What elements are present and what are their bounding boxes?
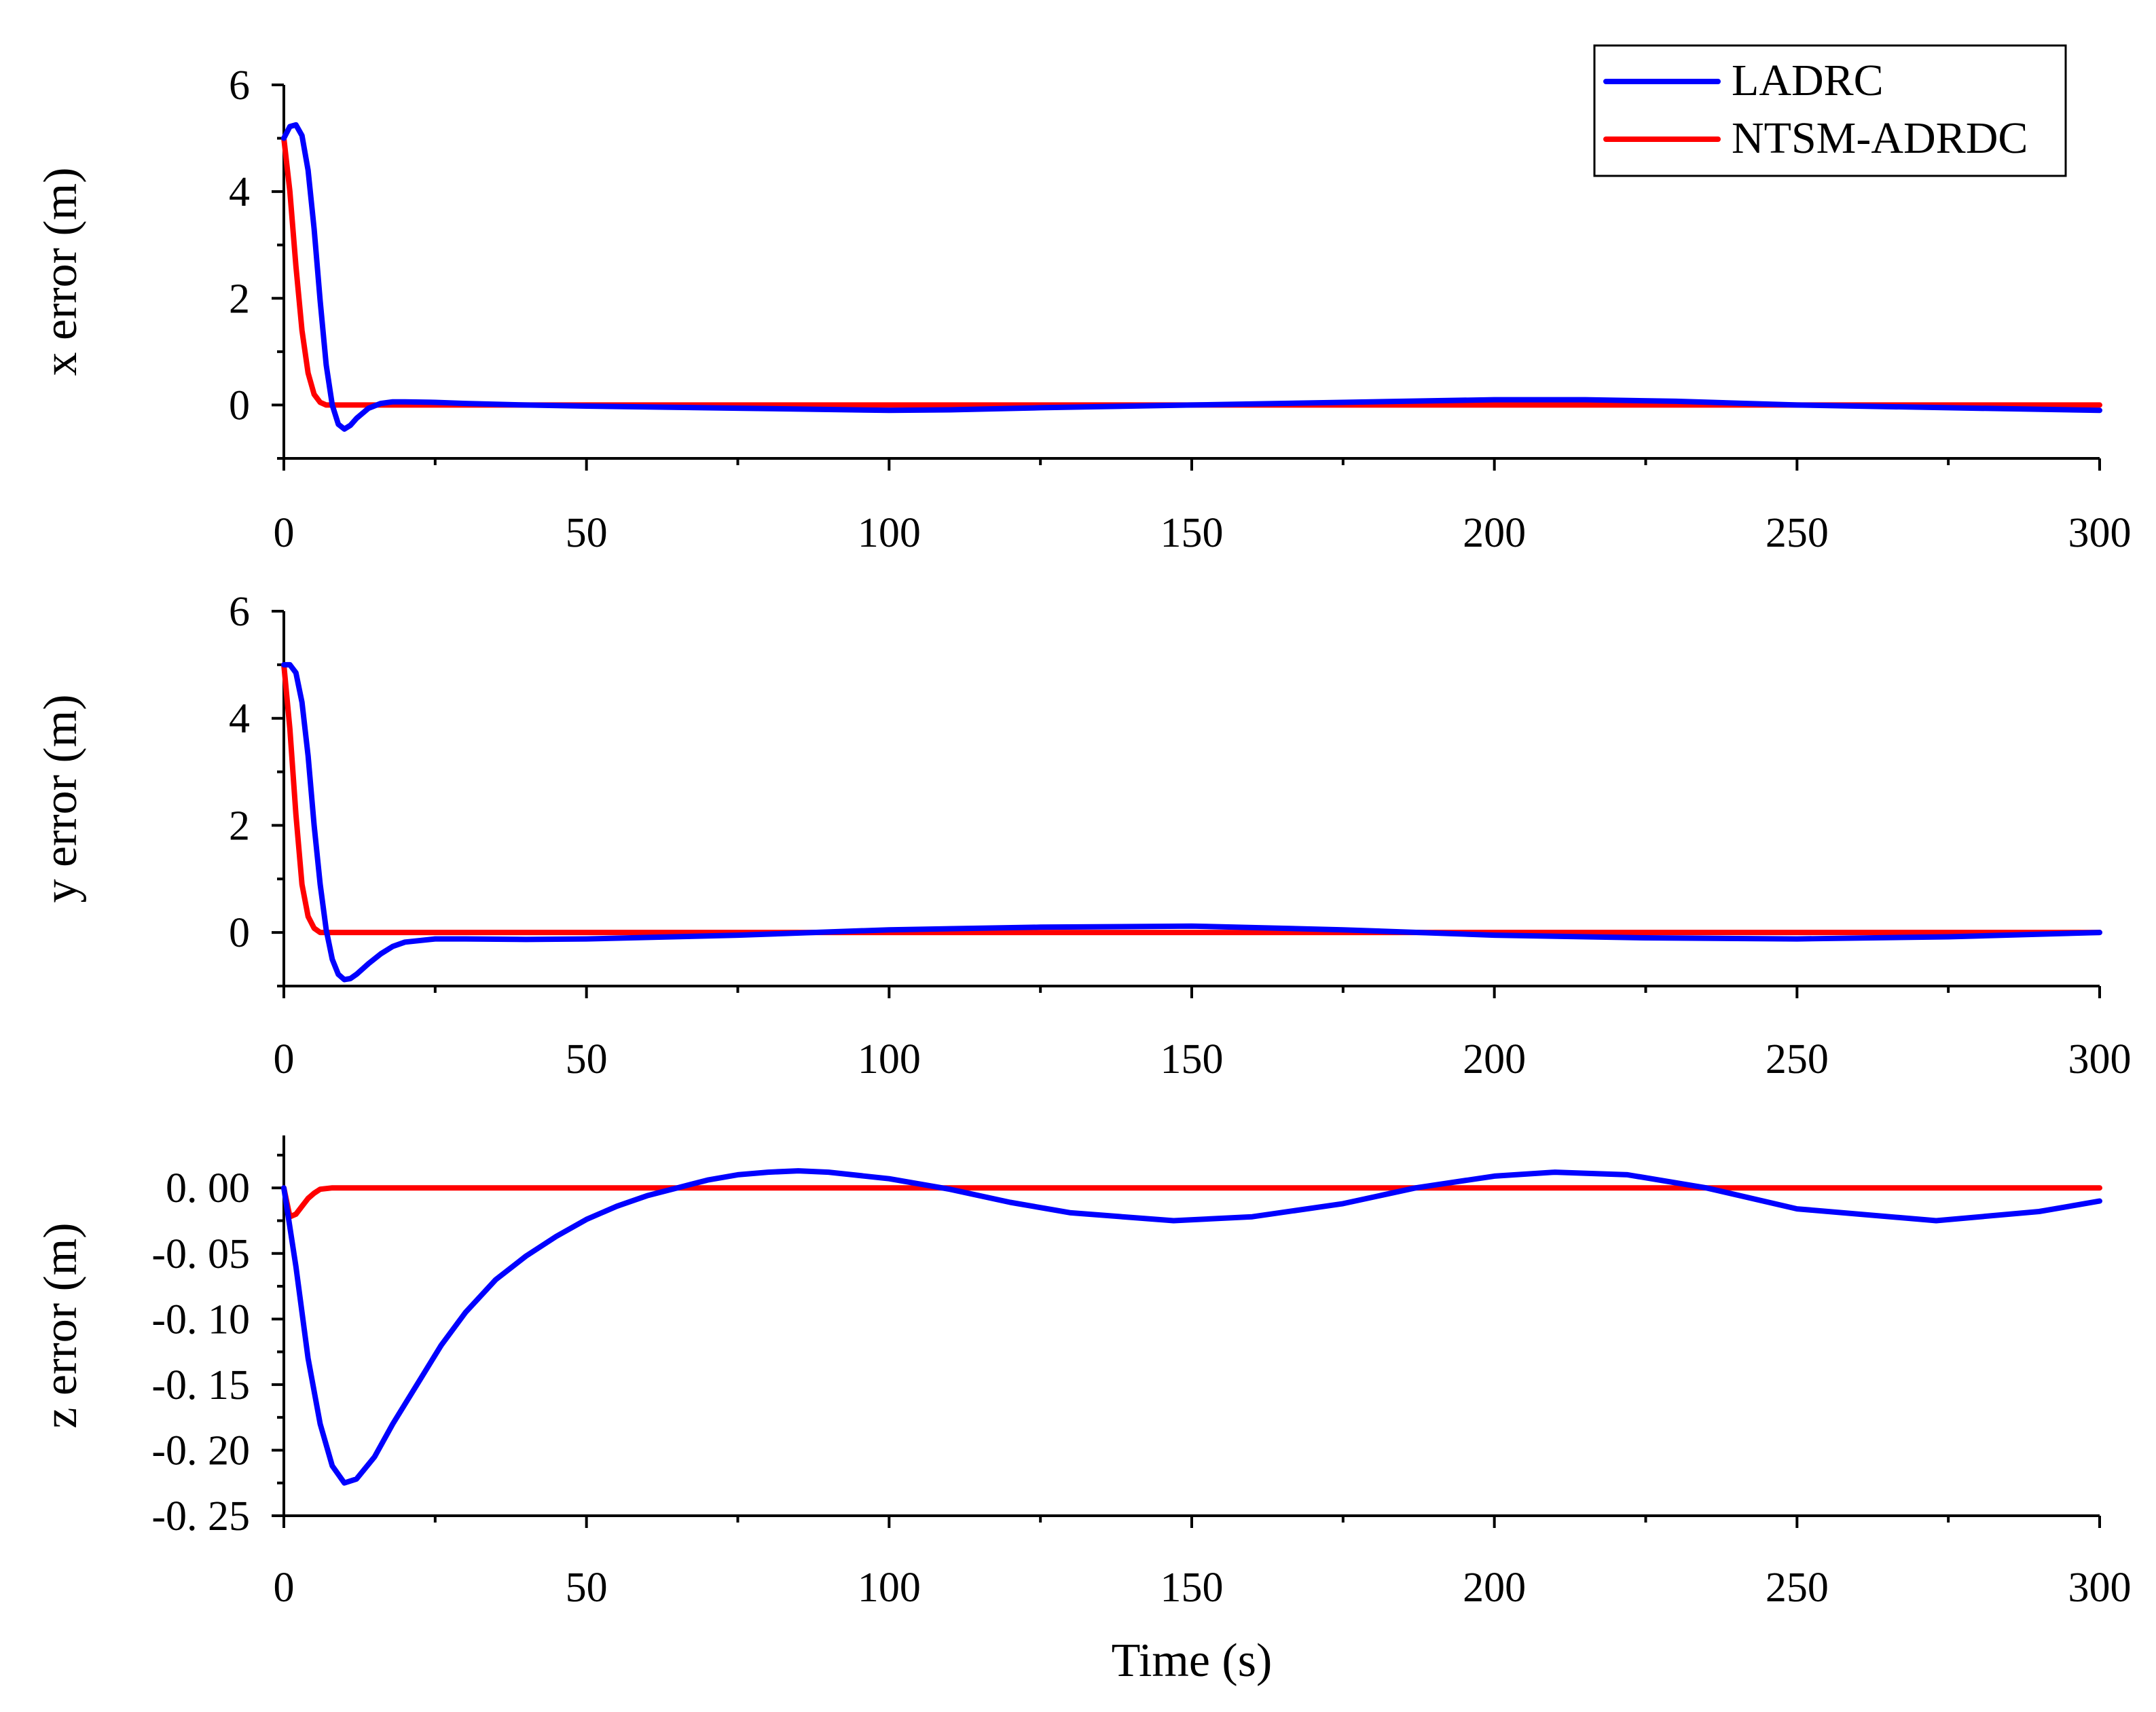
x-tick-label: 300 (2068, 1036, 2132, 1082)
x-tick-label: 200 (1463, 1565, 1526, 1611)
x-tick-label: 300 (2068, 1565, 2132, 1611)
y-tick-label: 6 (229, 62, 250, 109)
subplot-x: 0 50 100 150 200 250 300 0 2 4 6 x error (m) (35, 62, 2132, 556)
y-tick-label: -0. 25 (151, 1493, 250, 1540)
x-tick-label: 100 (858, 1036, 921, 1082)
x-tick-label: 50 (566, 1565, 608, 1611)
x-tick-label: 150 (1161, 1036, 1224, 1082)
x-tick-label: 0 (274, 510, 295, 556)
y-tick-label: 0 (229, 910, 250, 956)
x-tick-label: 50 (566, 510, 608, 556)
x-tick-label: 250 (1766, 510, 1829, 556)
x-tick-label: 0 (274, 1036, 295, 1082)
x-tick-label: 200 (1463, 510, 1526, 556)
x-tick-label: 150 (1161, 510, 1224, 556)
y-tick-label: 0. 00 (166, 1165, 250, 1212)
series-line-ladrc (281, 1168, 2102, 1486)
subplot-y: 0 50 100 150 200 250 300 0 2 4 6 y error (m) (35, 589, 2132, 1082)
legend-label-ntsm-adrdc: NTSM-ADRDC (1732, 113, 2028, 163)
legend-box (1593, 44, 2067, 177)
y-tick-label: -0. 10 (151, 1296, 250, 1343)
x-tick-label: 100 (858, 510, 921, 556)
x-axis-title: Time (s) (1112, 1635, 1273, 1687)
series-line-ladrc (281, 122, 2102, 432)
y-axis-title: x error (m) (35, 167, 87, 376)
y-tick-label: -0. 05 (151, 1231, 250, 1277)
y-tick-label: 0 (229, 382, 250, 429)
x-tick-label: 250 (1766, 1036, 1829, 1082)
series-line-ntsm-adrdc (281, 661, 2102, 936)
legend-label-ladrc: LADRC (1732, 56, 1884, 105)
y-tick-label: -0. 20 (151, 1427, 250, 1474)
series-line-ntsm-adrdc (281, 1185, 2102, 1220)
y-tick-label: -0. 15 (151, 1362, 250, 1408)
x-tick-label: 300 (2068, 510, 2132, 556)
y-tick-label: 2 (229, 276, 250, 322)
x-tick-label: 0 (274, 1565, 295, 1611)
legend: LADRC NTSM-ADRDC (1593, 44, 2067, 177)
y-tick-label: 4 (229, 696, 250, 742)
y-tick-label: 2 (229, 803, 250, 849)
subplot-z: 0 50 100 150 200 250 300 0. 00 -0. 05 -0. 10 -0. 1… (35, 1135, 2132, 1611)
x-tick-label: 50 (566, 1036, 608, 1082)
series-line-ntsm-adrdc (281, 135, 2102, 408)
x-tick-label: 150 (1161, 1565, 1224, 1611)
y-tick-label: 6 (229, 589, 250, 635)
y-axis-title: z error (m) (35, 1222, 87, 1428)
x-tick-label: 250 (1766, 1565, 1829, 1611)
series-line-ladrc (281, 661, 2102, 983)
y-axis-title: y error (m) (35, 694, 87, 903)
y-tick-label: 4 (229, 169, 250, 215)
x-tick-label: 100 (858, 1565, 921, 1611)
x-tick-label: 200 (1463, 1036, 1526, 1082)
